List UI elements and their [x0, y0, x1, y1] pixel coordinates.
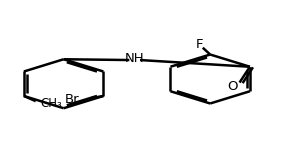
Text: NH: NH: [125, 52, 144, 65]
Text: F: F: [196, 38, 204, 51]
Text: O: O: [227, 80, 237, 93]
Text: CH₃: CH₃: [41, 97, 62, 110]
Text: Br: Br: [65, 93, 80, 106]
